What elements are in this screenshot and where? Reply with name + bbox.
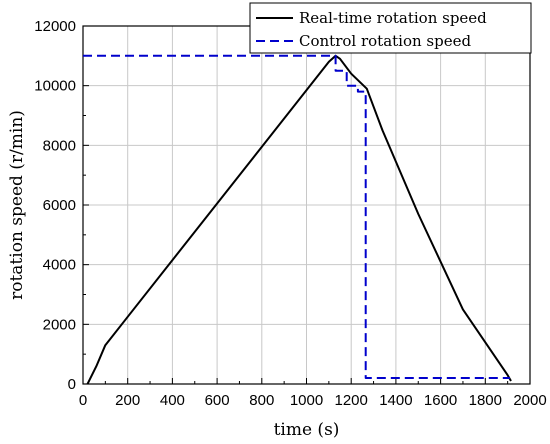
- x-tick-label: 0: [79, 392, 87, 409]
- legend-box: [249, 2, 532, 54]
- x-axis-title: time (s): [274, 420, 340, 440]
- x-tick-label: 600: [205, 392, 230, 409]
- y-tick-label: 10000: [34, 78, 76, 95]
- legend-label-real-time: Real-time rotation speed: [299, 9, 487, 27]
- y-tick-label: 2000: [43, 316, 76, 333]
- x-tick-label: 1800: [469, 392, 502, 409]
- x-tick-label: 200: [115, 392, 140, 409]
- x-tick-label: 1600: [424, 392, 457, 409]
- grid-lines: [82, 25, 531, 385]
- axis-ticks: 0 200 400 600 800 1000 1200 1400 1600 1800 2000 0 20…: [34, 18, 546, 409]
- y-tick-label: 4000: [43, 257, 76, 274]
- series-layer: [83, 54, 512, 385]
- y-axis-title: rotation speed (r/min): [7, 110, 27, 300]
- y-tick-label: 8000: [43, 137, 76, 154]
- x-tick-label: 800: [249, 392, 274, 409]
- x-tick-label: 1200: [335, 392, 368, 409]
- legend: Real-time rotation speed Control rotatio…: [249, 2, 532, 54]
- x-tick-label: 2000: [513, 392, 546, 409]
- y-tick-label: 12000: [34, 18, 76, 35]
- y-tick-label: 0: [68, 376, 76, 393]
- y-tick-label: 6000: [43, 197, 76, 214]
- series-line-real-time: [86, 54, 512, 385]
- x-tick-label: 1400: [379, 392, 412, 409]
- series-line-control: [83, 54, 510, 379]
- legend-label-control: Control rotation speed: [299, 32, 471, 50]
- x-tick-label: 400: [160, 392, 185, 409]
- x-tick-label: 1000: [290, 392, 323, 409]
